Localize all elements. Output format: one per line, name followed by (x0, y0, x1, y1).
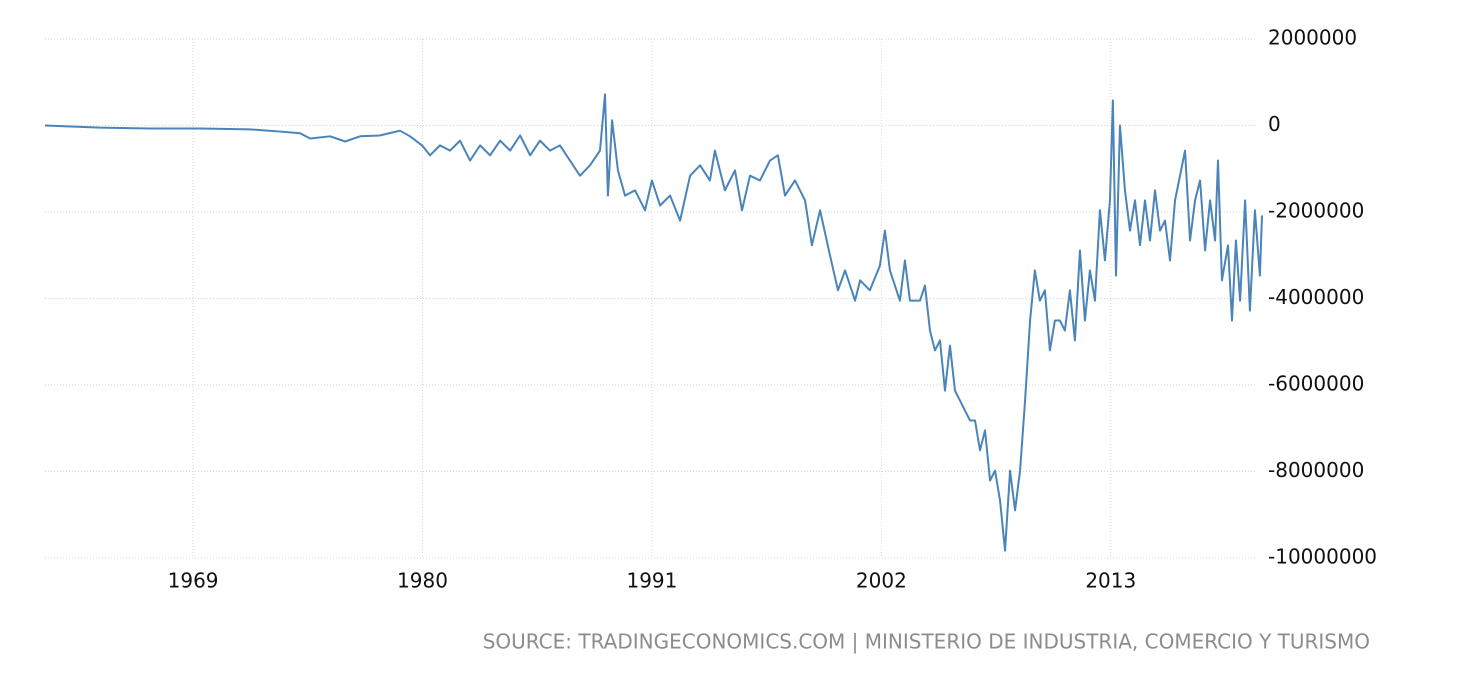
x-tick-label: 1980 (397, 569, 448, 593)
y-tick-label: -6000000 (1268, 372, 1364, 396)
y-tick-label: 0 (1268, 112, 1281, 136)
y-tick-label: -4000000 (1268, 285, 1364, 309)
y-tick-label: -10000000 (1268, 545, 1377, 569)
x-tick-label: 1969 (168, 569, 219, 593)
y-tick-label: 2000000 (1268, 26, 1357, 50)
source-note: SOURCE: TRADINGECONOMICS.COM | MINISTERI… (483, 630, 1370, 654)
x-tick-label: 2013 (1085, 569, 1136, 593)
y-tick-label: -8000000 (1268, 458, 1364, 482)
data-line (44, 93, 1263, 552)
x-tick-label: 2002 (856, 569, 907, 593)
x-tick-label: 1991 (626, 569, 677, 593)
y-tick-label: -2000000 (1268, 199, 1364, 223)
